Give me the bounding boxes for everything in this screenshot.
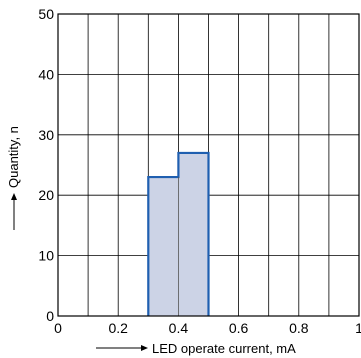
- x-axis-arrowhead: [141, 345, 148, 351]
- x-tick-label: 0.2: [108, 320, 128, 336]
- y-tick-label: 40: [38, 66, 54, 82]
- x-axis-label: LED operate current, mA: [152, 341, 296, 356]
- bars: [147, 151, 210, 316]
- x-tick-label: 1: [355, 320, 361, 336]
- x-tick-label: 0.6: [229, 320, 249, 336]
- x-tick-label: 0.4: [169, 320, 189, 336]
- y-axis-arrowhead: [11, 193, 17, 200]
- histogram-outline: [147, 151, 210, 316]
- y-tick-labels: 0 10 20 30 40 50: [38, 6, 54, 324]
- x-axis-label-group: LED operate current, mA: [96, 341, 296, 356]
- x-tick-label: 0: [54, 320, 62, 336]
- y-tick-label: 20: [38, 187, 54, 203]
- y-axis-label: Quantity, n: [6, 126, 21, 188]
- x-tick-labels: 0 0.2 0.4 0.6 0.8 1: [54, 320, 361, 336]
- y-tick-label: 10: [38, 248, 54, 264]
- histogram-bar: [148, 177, 179, 316]
- y-axis-label-group: Quantity, n: [6, 126, 21, 230]
- x-tick-label: 0.8: [289, 320, 309, 336]
- y-tick-label: 50: [38, 6, 54, 22]
- y-tick-label: 30: [38, 127, 54, 143]
- y-tick-label: 0: [46, 308, 54, 324]
- plot-frame: [57, 13, 360, 317]
- histogram-bar: [178, 152, 209, 316]
